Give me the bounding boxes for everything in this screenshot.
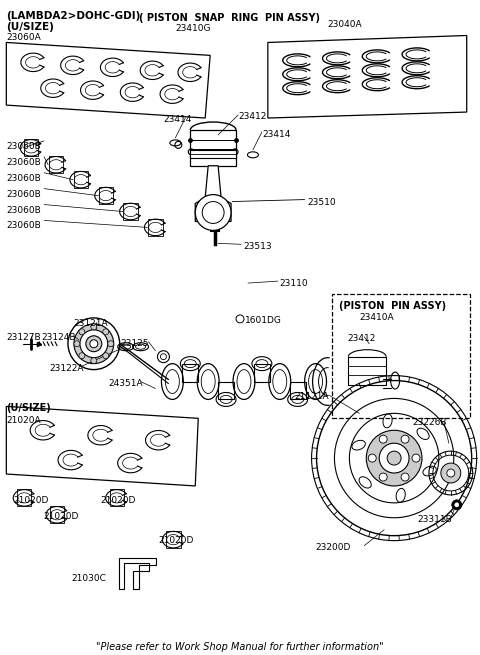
Circle shape [455,503,459,507]
Circle shape [195,195,231,231]
Circle shape [91,358,97,364]
Text: 23513: 23513 [243,242,272,252]
Polygon shape [268,35,467,118]
Circle shape [202,202,224,223]
Circle shape [80,330,108,358]
Bar [24,140,38,157]
Text: 21020D: 21020D [158,536,194,545]
Text: 23124B: 23124B [41,333,76,342]
Text: 24351A: 24351A [109,379,144,388]
Bar [17,489,31,506]
Bar [74,171,88,188]
Circle shape [366,430,422,486]
Circle shape [79,329,85,335]
Text: (PISTON  PIN ASSY): (PISTON PIN ASSY) [339,301,446,311]
Circle shape [401,473,409,481]
Circle shape [91,324,97,330]
Polygon shape [290,381,306,400]
Text: 23060B: 23060B [6,174,41,183]
Text: 23110: 23110 [280,279,308,288]
Text: 1601DG: 1601DG [245,316,282,325]
Text: 21020D: 21020D [13,496,48,505]
Text: 23311B: 23311B [417,515,452,524]
Circle shape [447,469,455,477]
Text: 21020A: 21020A [6,417,41,425]
Text: 23414: 23414 [262,130,290,139]
Text: 21121A: 21121A [295,392,329,402]
Circle shape [68,318,120,369]
Text: 23060A: 23060A [6,33,41,41]
Bar [333,294,470,419]
Bar [190,150,236,158]
Circle shape [86,336,102,352]
Circle shape [108,341,114,346]
Polygon shape [6,406,198,486]
Bar [166,531,180,548]
Circle shape [452,500,462,510]
Bar [123,203,138,220]
Bar [50,506,64,523]
Text: 21020D: 21020D [43,512,79,521]
Circle shape [103,329,109,335]
Text: 23412: 23412 [238,112,266,121]
Circle shape [90,340,98,348]
Text: 23412: 23412 [348,334,376,343]
Circle shape [412,454,420,462]
Text: 23510: 23510 [308,198,336,206]
Circle shape [379,435,387,443]
Bar [109,489,124,506]
Circle shape [368,454,376,462]
Polygon shape [182,364,198,381]
Polygon shape [119,557,156,590]
Text: 23121A: 23121A [73,319,108,328]
Circle shape [379,473,387,481]
Polygon shape [254,364,270,381]
Circle shape [74,341,80,346]
Text: 21020D: 21020D [101,496,136,505]
Text: 23226B: 23226B [412,419,446,427]
Text: 23414: 23414 [163,115,192,124]
Text: (U/SIZE): (U/SIZE) [6,403,51,413]
Text: 23060B: 23060B [6,142,41,151]
Polygon shape [218,381,234,400]
Bar [98,187,113,204]
Bar [49,157,63,173]
Circle shape [387,451,401,465]
Text: 23122A: 23122A [49,364,84,373]
Text: 23127B: 23127B [6,333,41,342]
Circle shape [74,324,114,364]
Circle shape [379,443,409,473]
Text: 21030C: 21030C [71,574,106,584]
Bar [348,357,386,384]
Text: 23410G: 23410G [176,24,211,33]
Circle shape [103,353,109,359]
Circle shape [157,350,169,363]
Circle shape [160,354,167,360]
Circle shape [79,353,85,359]
Circle shape [236,315,244,323]
Bar [148,219,163,236]
Bar [190,130,236,166]
Text: 23060B: 23060B [6,221,41,231]
Text: ( PISTON  SNAP  RING  PIN ASSY): ( PISTON SNAP RING PIN ASSY) [139,12,320,23]
Polygon shape [195,166,231,221]
Text: (LAMBDA2>DOHC-GDI): (LAMBDA2>DOHC-GDI) [6,10,141,21]
Text: 23125: 23125 [120,339,149,348]
Text: 23060B: 23060B [6,158,41,167]
Text: (U/SIZE): (U/SIZE) [6,22,54,31]
Circle shape [441,463,461,483]
Text: 23200D: 23200D [315,542,351,552]
Text: 23040A: 23040A [327,20,362,29]
Text: 23410A: 23410A [360,313,394,322]
Text: 23060B: 23060B [6,206,41,215]
Polygon shape [6,43,210,118]
Text: 23060B: 23060B [6,190,41,198]
Text: "Please refer to Work Shop Manual for further information": "Please refer to Work Shop Manual for fu… [96,642,384,652]
Circle shape [401,435,409,443]
